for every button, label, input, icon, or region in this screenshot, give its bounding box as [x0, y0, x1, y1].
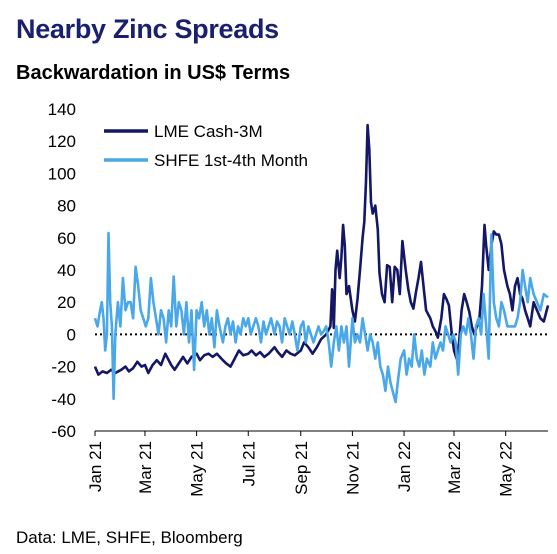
- x-tick-label: Nov 21: [343, 441, 362, 495]
- x-tick-label: Sep 21: [292, 441, 311, 495]
- chart-title: Backwardation in US$ Terms: [16, 62, 291, 84]
- y-tick-label: -60: [51, 422, 76, 441]
- y-tick-label: -40: [51, 390, 76, 409]
- chart-legend: LME Cash-3M SHFE 1st-4th Month: [104, 122, 308, 170]
- x-tick-label: Jan 22: [395, 441, 414, 492]
- legend-label: LME Cash-3M: [154, 122, 263, 141]
- y-tick-label: 20: [57, 293, 76, 312]
- y-tick-label: 100: [48, 164, 76, 183]
- x-tick-label: May 21: [188, 441, 207, 497]
- x-tick-label: May 22: [497, 441, 516, 497]
- chart-series: [93, 123, 550, 404]
- x-tick-label: Mar 21: [136, 441, 155, 494]
- y-tick-label: -20: [51, 358, 76, 377]
- y-tick-label: 0: [67, 325, 76, 344]
- y-tick-label: 120: [48, 132, 76, 151]
- legend-label: SHFE 1st-4th Month: [154, 151, 308, 170]
- y-tick-label: 60: [57, 229, 76, 248]
- series-line-shfe: [93, 231, 549, 404]
- chart-axes: 140 120 100 80 60 40 20 0 -20 -40 -60 Jan 21 Mar 21 M…: [48, 100, 548, 497]
- y-tick-label: 140: [48, 100, 76, 119]
- y-tick-label: 40: [57, 261, 76, 280]
- x-tick-label: Jan 21: [86, 441, 105, 492]
- source-note: Data: LME, SHFE, Bloomberg: [16, 528, 243, 547]
- x-tick-label: Jul 21: [239, 441, 258, 486]
- y-tick-label: 80: [57, 197, 76, 216]
- page-title: Nearby Zinc Spreads: [16, 14, 279, 44]
- x-tick-label: Mar 22: [445, 441, 464, 494]
